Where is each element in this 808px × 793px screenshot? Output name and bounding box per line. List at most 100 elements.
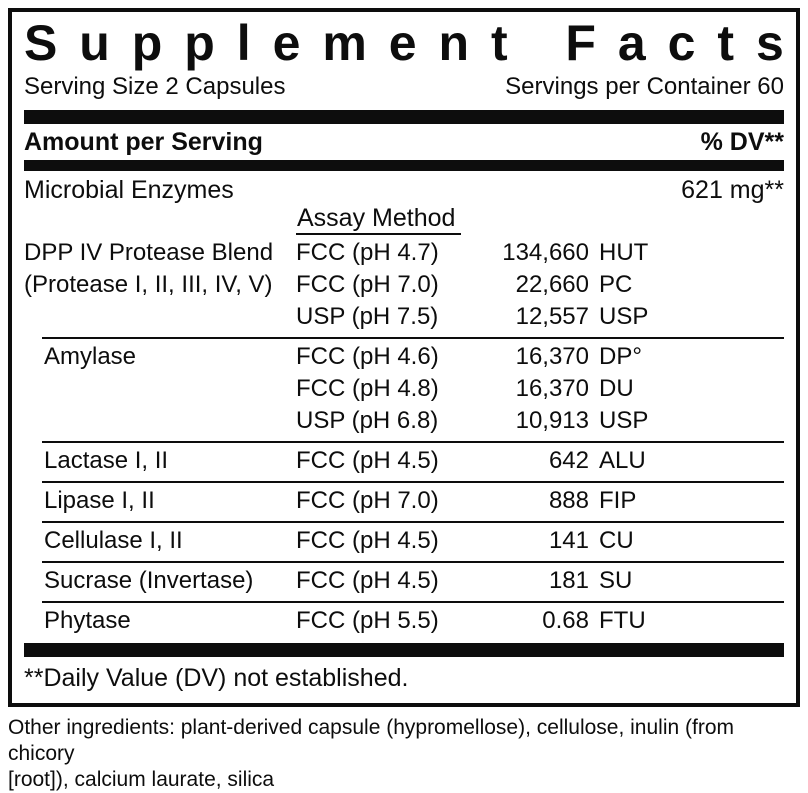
- enzyme-group: Amylase FCC (pH 4.6) 16,370 DP° FCC (pH 4.8)…: [24, 339, 784, 441]
- enzyme-name-line: Sucrase (Invertase): [44, 567, 254, 594]
- assay-row: FCC (pH 4.8) 16,370 DU: [296, 373, 784, 405]
- enzyme-name-line: Lipase I, II: [44, 487, 155, 514]
- title-letter: n: [438, 15, 470, 71]
- servings-per-container: Servings per Container 60: [505, 73, 784, 100]
- enzyme-name-line: Phytase: [44, 607, 131, 634]
- other-ingredients-line-2: [root]), calcium laurate, silica: [8, 768, 275, 791]
- assay-row: FCC (pH 4.6) 16,370 DP°: [296, 341, 784, 373]
- amount-value: 134,660: [502, 239, 589, 266]
- enzyme-name-line: DPP IV Protease Blend: [24, 239, 274, 266]
- assay-method: FCC (pH 4.5): [296, 527, 439, 554]
- amount-value: 12,557: [515, 303, 589, 330]
- title-letter: u: [79, 15, 110, 71]
- other-ingredients: Other ingredients: plant-derived capsule…: [8, 715, 800, 793]
- assay-method-header-wrap: Assay Method: [296, 205, 784, 235]
- assay-rows: FCC (pH 4.6) 16,370 DP° FCC (pH 4.8) 16,370 D…: [296, 341, 784, 437]
- section-divider: [42, 337, 784, 339]
- microbial-enzymes-row: Microbial Enzymes 621 mg**: [24, 171, 784, 205]
- title-letter: p: [184, 15, 215, 71]
- title-letter: e: [388, 15, 417, 71]
- title-letter: e: [272, 15, 301, 71]
- assay-method: USP (pH 7.5): [296, 303, 439, 330]
- enzyme-name-line: Amylase: [44, 343, 137, 370]
- amount-value: 888: [548, 487, 589, 514]
- enzyme-name-line: (Protease I, II, III, IV, V): [24, 271, 273, 298]
- amount-value: 0.68: [542, 607, 589, 634]
- enzyme-name-line: Cellulase I, II: [44, 527, 183, 554]
- microbial-enzymes-name: Microbial Enzymes: [24, 176, 234, 204]
- amount-value: 141: [548, 527, 589, 554]
- assay-row: FCC (pH 4.5) 141 CU: [296, 525, 784, 557]
- assay-method: FCC (pH 7.0): [296, 271, 439, 298]
- enzyme-name-line: Lactase I, II: [44, 447, 169, 474]
- section-divider: [42, 601, 784, 603]
- section-divider: [42, 561, 784, 563]
- amount-unit: DU: [599, 375, 634, 402]
- dv-header: % DV**: [700, 128, 784, 156]
- enzyme-name: Sucrase (Invertase): [24, 565, 296, 597]
- amount-unit: FIP: [599, 487, 637, 514]
- title-letter: t: [717, 15, 735, 71]
- thick-separator-bar-bottom: [24, 643, 784, 657]
- title-letter: l: [236, 15, 251, 71]
- title-letter: [530, 18, 544, 68]
- assay-method: USP (pH 6.8): [296, 407, 439, 434]
- amount-per-serving-header: Amount per Serving: [24, 128, 263, 156]
- enzyme-name: Amylase: [24, 341, 296, 437]
- assay-row: FCC (pH 4.7) 134,660 HUT: [296, 237, 784, 269]
- assay-rows: FCC (pH 4.5) 181 SU: [296, 565, 784, 597]
- assay-row: FCC (pH 4.5) 181 SU: [296, 565, 784, 597]
- amount-value: 181: [548, 567, 589, 594]
- assay-rows: FCC (pH 4.7) 134,660 HUT FCC (pH 7.0) 22,660…: [296, 237, 784, 333]
- enzyme-name: Phytase: [24, 605, 296, 637]
- enzyme-group: Phytase FCC (pH 5.5) 0.68 FTU: [24, 603, 784, 641]
- amount-value: 16,370: [515, 343, 589, 370]
- assay-row: FCC (pH 7.0) 888 FIP: [296, 485, 784, 517]
- amount-unit: CU: [599, 527, 634, 554]
- enzyme-table: DPP IV Protease Blend (Protease I, II, II…: [24, 235, 784, 641]
- assay-row: USP (pH 7.5) 12,557 USP: [296, 301, 784, 333]
- title-letter: c: [667, 15, 696, 71]
- amount-value: 16,370: [515, 375, 589, 402]
- assay-rows: FCC (pH 5.5) 0.68 FTU: [296, 605, 784, 637]
- amount-value: 22,660: [515, 271, 589, 298]
- assay-rows: FCC (pH 4.5) 141 CU: [296, 525, 784, 557]
- title-letter: a: [617, 15, 646, 71]
- enzyme-group: DPP IV Protease Blend (Protease I, II, II…: [24, 235, 784, 337]
- amount-unit: FTU: [599, 607, 646, 634]
- enzyme-name: Lipase I, II: [24, 485, 296, 517]
- enzyme-name: Cellulase I, II: [24, 525, 296, 557]
- assay-method-header: Assay Method: [296, 205, 462, 235]
- assay-method: FCC (pH 7.0): [296, 487, 439, 514]
- enzyme-name: Lactase I, II: [24, 445, 296, 477]
- assay-rows: FCC (pH 4.5) 642 ALU: [296, 445, 784, 477]
- assay-row: FCC (pH 4.5) 642 ALU: [296, 445, 784, 477]
- section-divider: [42, 521, 784, 523]
- title-letter: m: [322, 15, 367, 71]
- assay-method: FCC (pH 4.6): [296, 343, 439, 370]
- assay-method: FCC (pH 4.7): [296, 239, 439, 266]
- dv-footnote: **Daily Value (DV) not established.: [24, 664, 409, 692]
- amount-unit: USP: [599, 303, 649, 330]
- amount-unit: HUT: [599, 239, 649, 266]
- assay-row: USP (pH 6.8) 10,913 USP: [296, 405, 784, 437]
- title-letter: S: [24, 15, 58, 71]
- assay-row: FCC (pH 7.0) 22,660 PC: [296, 269, 784, 301]
- amount-value: 10,913: [515, 407, 589, 434]
- serving-info-row: Serving Size 2 Capsules Servings per Con…: [24, 72, 784, 102]
- title-letter: t: [490, 15, 508, 71]
- microbial-enzymes-amount: 621 mg**: [681, 176, 784, 204]
- assay-method: FCC (pH 5.5): [296, 607, 439, 634]
- assay-method: FCC (pH 4.5): [296, 567, 439, 594]
- amount-value: 642: [548, 447, 589, 474]
- enzyme-name: DPP IV Protease Blend (Protease I, II, II…: [24, 237, 296, 333]
- enzyme-group: Sucrase (Invertase) FCC (pH 4.5) 181 SU: [24, 563, 784, 601]
- amount-unit: SU: [599, 567, 633, 594]
- enzyme-group: Lipase I, II FCC (pH 7.0) 888 FIP: [24, 483, 784, 521]
- enzyme-group: Lactase I, II FCC (pH 4.5) 642 ALU: [24, 443, 784, 481]
- amount-unit: USP: [599, 407, 649, 434]
- section-divider: [42, 481, 784, 483]
- title-letter: p: [131, 15, 163, 71]
